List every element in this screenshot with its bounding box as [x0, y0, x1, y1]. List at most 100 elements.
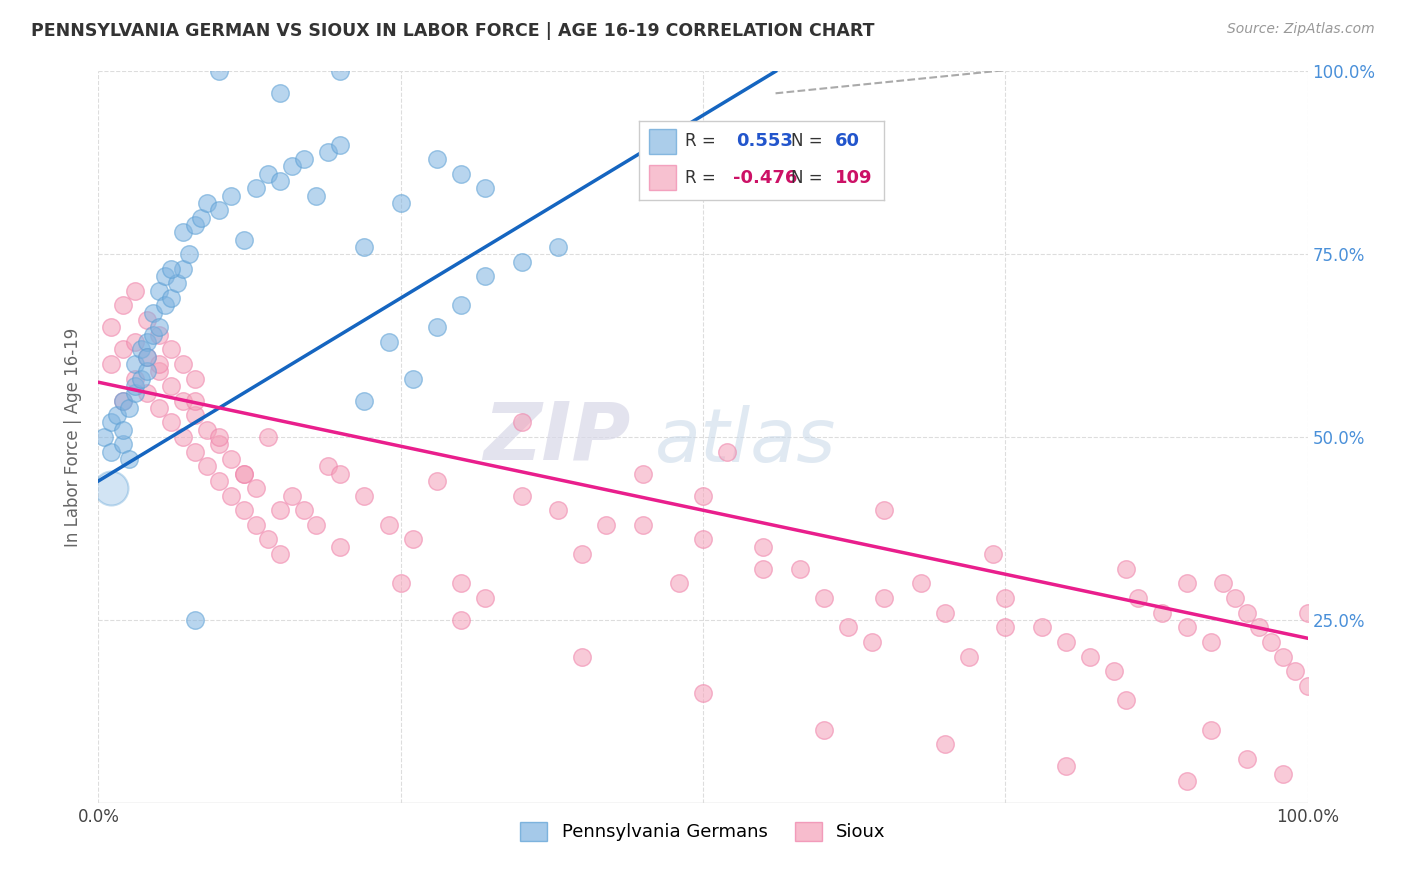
Point — [402, 533, 425, 547]
Point — [281, 160, 304, 174]
Point — [269, 547, 291, 561]
Point — [316, 459, 339, 474]
Point — [281, 489, 304, 503]
Point — [353, 240, 375, 254]
Point — [245, 517, 267, 532]
Text: R =: R = — [686, 169, 716, 186]
Point — [256, 167, 278, 181]
Point — [111, 393, 134, 408]
Text: R =: R = — [686, 132, 716, 151]
Point — [160, 379, 183, 393]
Point — [692, 533, 714, 547]
Legend: Pennsylvania Germans, Sioux: Pennsylvania Germans, Sioux — [513, 814, 893, 848]
Point — [813, 591, 835, 605]
Point — [184, 371, 207, 385]
Point — [124, 371, 146, 385]
Point — [232, 503, 254, 517]
Point — [1031, 620, 1053, 634]
Point — [153, 269, 176, 284]
Point — [450, 576, 472, 591]
Point — [135, 350, 157, 364]
Point — [256, 430, 278, 444]
Text: 60: 60 — [835, 132, 860, 151]
Point — [934, 737, 956, 751]
Point — [172, 393, 194, 408]
Point — [353, 393, 375, 408]
Point — [1199, 635, 1222, 649]
Point — [221, 452, 243, 467]
Point — [124, 334, 146, 349]
Point — [292, 503, 315, 517]
Point — [208, 64, 231, 78]
Point — [269, 503, 291, 517]
Point — [752, 562, 775, 576]
Point — [135, 334, 157, 349]
Point — [100, 444, 122, 458]
Point — [245, 481, 267, 495]
Point — [135, 364, 157, 378]
Point — [934, 606, 956, 620]
Point — [184, 218, 207, 232]
Point — [232, 467, 254, 481]
Point — [1260, 635, 1282, 649]
Point — [124, 357, 146, 371]
Point — [135, 313, 157, 327]
Point — [789, 562, 811, 576]
Point — [873, 503, 896, 517]
Point — [1054, 635, 1077, 649]
Point — [631, 467, 654, 481]
Text: atlas: atlas — [655, 405, 837, 476]
Point — [571, 649, 593, 664]
Point — [305, 517, 328, 532]
Point — [305, 188, 328, 202]
Point — [450, 613, 472, 627]
Point — [692, 489, 714, 503]
Point — [1054, 759, 1077, 773]
Point — [232, 467, 254, 481]
Point — [153, 298, 176, 312]
Point — [111, 423, 134, 437]
Point — [1236, 752, 1258, 766]
Point — [232, 233, 254, 247]
Point — [208, 474, 231, 488]
Point — [1115, 562, 1137, 576]
Text: PENNSYLVANIA GERMAN VS SIOUX IN LABOR FORCE | AGE 16-19 CORRELATION CHART: PENNSYLVANIA GERMAN VS SIOUX IN LABOR FO… — [31, 22, 875, 40]
Point — [1115, 693, 1137, 707]
Point — [353, 489, 375, 503]
Point — [474, 591, 496, 605]
Point — [172, 430, 194, 444]
Point — [547, 240, 569, 254]
Point — [692, 686, 714, 700]
Point — [184, 444, 207, 458]
Point — [1296, 679, 1319, 693]
Point — [813, 723, 835, 737]
Point — [166, 277, 188, 291]
Point — [124, 284, 146, 298]
Point — [184, 613, 207, 627]
Point — [111, 393, 134, 408]
Text: -0.476: -0.476 — [734, 169, 797, 186]
Point — [1296, 606, 1319, 620]
Point — [118, 401, 141, 415]
Point — [269, 87, 291, 101]
Point — [981, 547, 1004, 561]
Text: Source: ZipAtlas.com: Source: ZipAtlas.com — [1227, 22, 1375, 37]
Point — [316, 145, 339, 159]
Point — [148, 327, 170, 342]
Point — [195, 459, 218, 474]
Point — [195, 196, 218, 211]
Point — [1272, 649, 1295, 664]
Point — [450, 167, 472, 181]
Point — [910, 576, 932, 591]
Point — [142, 306, 165, 320]
Point — [269, 174, 291, 188]
Point — [208, 437, 231, 451]
Point — [1212, 576, 1234, 591]
Point — [994, 620, 1017, 634]
Point — [1152, 606, 1174, 620]
Text: N =: N = — [790, 132, 823, 151]
Point — [148, 357, 170, 371]
Point — [124, 379, 146, 393]
Point — [426, 320, 449, 334]
Point — [160, 343, 183, 357]
